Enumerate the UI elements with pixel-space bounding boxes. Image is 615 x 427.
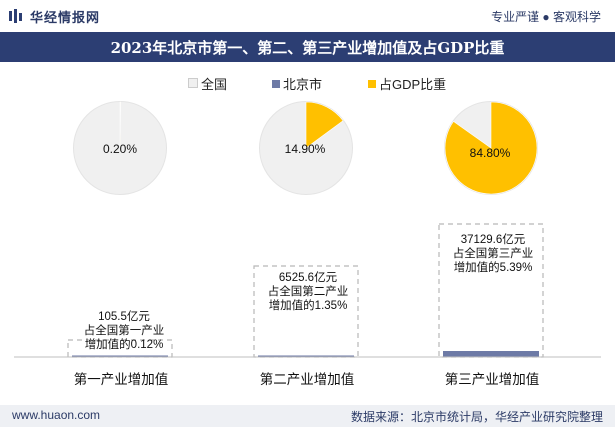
chart-title: 2023年北京市第一、第二、第三产业增加值及占GDP比重 <box>110 39 505 57</box>
logo-text: 华经情报网 <box>30 10 101 25</box>
pie-label: 0.20% <box>102 142 138 156</box>
x-tick-label: 第二产业增加值 <box>259 372 355 387</box>
bar-label-value: 105.5亿元 <box>98 311 150 323</box>
pie-slice-share <box>119 101 121 149</box>
bar-beijing <box>72 355 168 357</box>
header-bar: 华经情报网 专业严谨 ● 客观科学 <box>0 0 615 32</box>
x-tick-label: 第一产业增加值 <box>73 372 169 387</box>
bar-beijing <box>443 351 539 357</box>
legend-swatch-national <box>188 78 198 88</box>
bar-label-line: 占全国第一产业 <box>83 325 165 337</box>
legend-item-beijing: 北京市 <box>272 74 322 93</box>
pie-slice-share <box>444 101 538 195</box>
x-tick-label: 第三产业增加值 <box>444 372 540 387</box>
pie-label: 14.90% <box>284 142 326 156</box>
footer-source: 数据来源：北京市统计局，华经产业研究院整理 <box>350 410 603 424</box>
legend: 全国 北京市 占GDP比重 <box>0 74 615 92</box>
footer-bar: www.huaon.com 数据来源：北京市统计局，华经产业研究院整理 <box>0 405 615 427</box>
legend-swatch-share <box>368 80 376 88</box>
legend-item-national: 全国 <box>188 74 227 93</box>
bar-data-label: 105.5亿元 占全国第一产业 增加值的0.12% <box>72 310 176 352</box>
legend-swatch-beijing <box>272 80 280 88</box>
legend-label-national: 全国 <box>201 77 228 92</box>
bar-label-line: 占全国第二产业 <box>267 286 349 298</box>
logo-icon <box>9 9 22 23</box>
pie-slice-share <box>305 101 344 149</box>
bar-label-line: 占全国第三产业 <box>452 248 534 260</box>
bar-label-line: 增加值的5.39% <box>453 262 533 274</box>
tagline: 专业严谨 ● 客观科学 <box>491 10 601 24</box>
footer-website: www.huaon.com <box>12 408 101 422</box>
bar-label-value: 6525.6亿元 <box>278 272 338 284</box>
bar-label-line: 增加值的0.12% <box>84 339 164 351</box>
pie-label: 84.80% <box>469 146 511 160</box>
title-bar <box>0 32 615 62</box>
legend-item-share: 占GDP比重 <box>368 74 446 93</box>
bar-label-line: 增加值的1.35% <box>268 300 348 312</box>
bar-data-label: 6525.6亿元 占全国第二产业 增加值的1.35% <box>256 271 360 313</box>
legend-label-share: 占GDP比重 <box>379 77 447 92</box>
bar-label-value: 37129.6亿元 <box>460 234 526 246</box>
legend-label-beijing: 北京市 <box>283 77 323 92</box>
bar-data-label: 37129.6亿元 占全国第三产业 增加值的5.39% <box>441 233 545 275</box>
bar-beijing <box>258 355 354 357</box>
